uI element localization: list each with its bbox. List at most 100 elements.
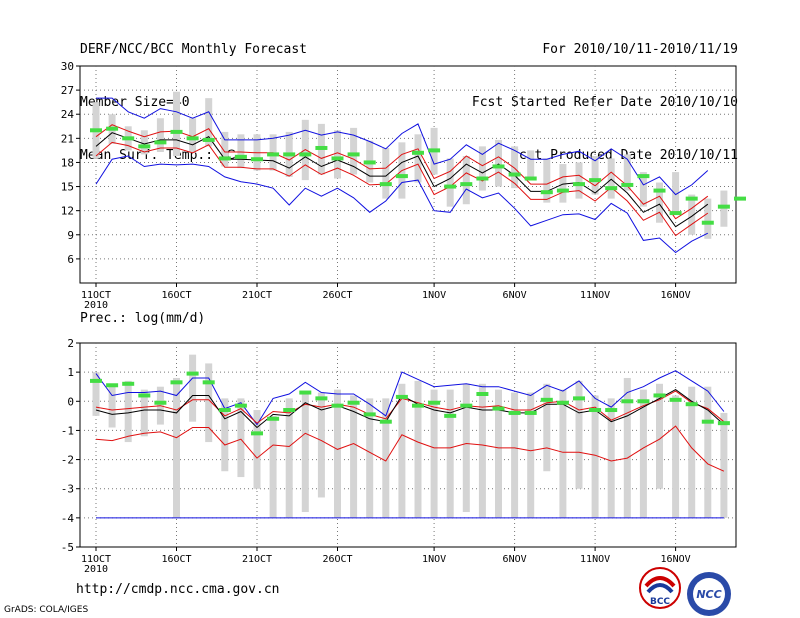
member-range-box [478, 146, 486, 191]
member-range-box [382, 398, 390, 518]
x-tick-label: 1NOV [422, 290, 446, 301]
control-marker [540, 397, 553, 402]
member-range-box [462, 156, 470, 205]
member-range-box [527, 150, 535, 179]
y-tick-label: 21 [61, 132, 74, 145]
control-marker [218, 156, 231, 161]
member-range-box [704, 386, 712, 518]
control-marker [492, 406, 505, 411]
ensemble-max-line [96, 97, 709, 196]
member-range-box [382, 147, 390, 199]
control-marker [106, 126, 119, 131]
member-range-box [672, 395, 680, 518]
member-range-box [269, 415, 277, 518]
grads-credit: GrADS: COLA/IGES [4, 605, 89, 615]
y-tick-label: 18 [61, 156, 74, 169]
control-marker [202, 380, 215, 385]
control-marker [347, 400, 360, 405]
control-marker [524, 410, 537, 415]
source-url[interactable]: http://cmdp.ncc.cma.gov.cn [76, 582, 280, 597]
control-marker [476, 176, 489, 181]
member-range-box [511, 392, 519, 518]
control-marker [556, 400, 569, 405]
bcc-logo: BCC [639, 567, 681, 609]
member-range-box [430, 389, 438, 518]
member-range-box [591, 156, 599, 195]
x-tick-sublabel: 2010 [84, 564, 108, 575]
y-tick-label: 27 [61, 84, 74, 97]
control-marker [524, 176, 537, 181]
control-marker [202, 137, 215, 142]
x-tick-label: 16OCT [161, 554, 191, 565]
fcst-started-date: Fcst Started Refer Date 2010/10/10 [471, 95, 738, 110]
member-range-box [124, 380, 132, 443]
control-marker [540, 190, 553, 195]
member-range-box [446, 389, 454, 518]
y-tick-label: 24 [61, 108, 75, 121]
control-marker [621, 182, 634, 187]
member-range-box [173, 377, 180, 518]
member-range-box [559, 389, 567, 518]
y-tick-label: 0 [67, 395, 74, 408]
y-tick-label: 2 [67, 337, 74, 350]
control-marker [154, 400, 167, 405]
member-range-box [140, 389, 148, 437]
control-marker [379, 419, 392, 424]
x-tick-label: 6NOV [503, 554, 527, 565]
control-marker [412, 403, 424, 408]
control-marker [138, 393, 151, 398]
member-range-box [414, 380, 422, 518]
y-tick-label: -3 [61, 483, 74, 496]
member-range-box [334, 389, 341, 518]
control-marker [556, 188, 569, 193]
control-marker [460, 403, 473, 408]
member-range-box [140, 130, 148, 155]
member-range-box [639, 172, 647, 207]
control-marker [508, 172, 521, 177]
control-marker [492, 164, 505, 169]
x-tick-label: 16OCT [161, 290, 191, 301]
control-marker [460, 182, 473, 187]
y-tick-label: 6 [67, 253, 74, 266]
member-range-box [591, 395, 599, 518]
control-marker [669, 211, 682, 216]
control-marker [299, 152, 312, 157]
member-range-box [205, 363, 213, 443]
plot-frame [79, 342, 737, 548]
control-marker [621, 399, 634, 404]
member-range-box [205, 98, 213, 147]
control-marker [138, 144, 151, 149]
member-range-box [350, 127, 358, 175]
forecast-period: For 2010/10/11-2010/11/19 [542, 42, 738, 57]
control-marker [283, 152, 296, 157]
x-tick-label: 21OCT [242, 554, 272, 565]
control-marker [267, 416, 280, 421]
x-tick-sublabel: 2010 [84, 300, 108, 311]
x-tick-label: 21OCT [242, 290, 272, 301]
x-tick-label: 11OCT [81, 554, 111, 565]
member-range-box [672, 172, 680, 215]
control-marker [122, 136, 135, 141]
y-tick-label: 30 [61, 60, 74, 73]
y-tick-label: 1 [67, 366, 74, 379]
control-marker [299, 390, 312, 395]
control-marker [605, 186, 618, 191]
x-tick-label: 11NOV [580, 554, 610, 565]
member-range-box [221, 131, 229, 167]
control-marker [589, 408, 602, 413]
ensemble-mean-line [95, 389, 725, 429]
control-marker [170, 129, 183, 134]
control-marker [444, 184, 457, 189]
ncc-logo-text: NCC [696, 588, 721, 601]
plot-frame [79, 65, 737, 284]
control-marker [347, 152, 360, 157]
member-range-box [527, 392, 535, 518]
y-tick-label: -2 [61, 454, 74, 467]
member-range-box [221, 398, 229, 472]
member-range-box [108, 386, 116, 428]
bcc-logo-text: BCC [650, 597, 670, 607]
x-tick-label: 16NOV [661, 554, 691, 565]
control-marker [605, 408, 618, 413]
